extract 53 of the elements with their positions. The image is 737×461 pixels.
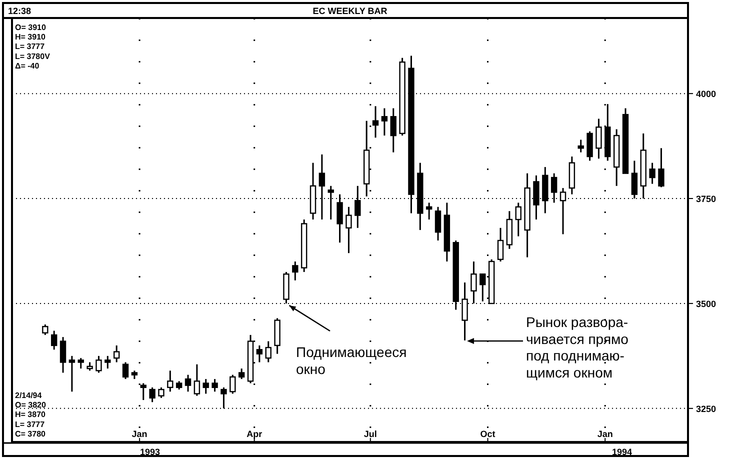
candlestick <box>434 206 442 242</box>
text: 1993 <box>140 447 160 457</box>
candlestick <box>256 344 263 363</box>
candlestick <box>649 162 656 185</box>
candlestick <box>346 206 352 254</box>
y-tick-label: 3250 <box>696 404 716 414</box>
candlestick <box>96 355 102 374</box>
candlestick <box>292 260 298 282</box>
candlestick <box>515 202 522 238</box>
chart-subtitle: 12:38 <box>8 6 32 16</box>
candlestick <box>230 374 236 394</box>
candlestick <box>184 374 192 392</box>
callout: Поднимающееся окно <box>288 304 407 377</box>
text: 1994 <box>612 447 632 457</box>
candlestick <box>68 355 76 392</box>
x-tick-label: Jan <box>132 429 148 439</box>
candlestick <box>104 355 111 370</box>
x-tick-label: Jan <box>597 429 613 439</box>
x-tick-label: Oct <box>480 429 496 439</box>
candlestick <box>60 336 66 374</box>
annotation: O= 3910 H= 3910 L= 3777 L= 3780V Δ= -40 <box>15 23 51 70</box>
x-tick-label: Jul <box>364 429 377 439</box>
candlestick <box>212 378 218 392</box>
candlestick <box>265 340 272 363</box>
candlestick <box>372 105 379 138</box>
y-tick-label: 3750 <box>696 194 716 204</box>
candlestick <box>596 118 602 160</box>
candlestick <box>426 202 432 220</box>
candlestick <box>167 370 174 392</box>
y-tick-label: 3500 <box>696 298 716 309</box>
candlestick <box>238 368 245 380</box>
candlestick <box>560 187 566 235</box>
candlestick <box>149 386 156 403</box>
candlestick <box>122 361 129 380</box>
candlestick <box>113 344 120 363</box>
annotation: Поднимающееся окно <box>296 344 407 377</box>
candlestick <box>586 130 593 162</box>
candlestick <box>42 324 48 336</box>
candlestick <box>50 330 58 350</box>
x-tick-label: Apr <box>246 429 263 439</box>
annotation: 2/14/94 O= 3820 H= 3870 L= 3777 C= 3780 <box>15 391 46 438</box>
candlestick <box>497 227 504 262</box>
chart-title: EC WEEKLY BAR <box>312 6 388 16</box>
candlestick <box>158 386 164 399</box>
candlestick <box>78 357 84 370</box>
y-tick-label: 4000 <box>696 89 716 100</box>
candlestick <box>390 108 396 154</box>
candlestick <box>578 138 584 154</box>
candlestick <box>194 364 200 397</box>
annotation: Рынок развора- чивается прямо под поднимаю- щимся окном <box>526 314 629 380</box>
candlestick <box>658 147 664 188</box>
candlestick <box>202 378 209 394</box>
candlestick <box>381 108 388 136</box>
